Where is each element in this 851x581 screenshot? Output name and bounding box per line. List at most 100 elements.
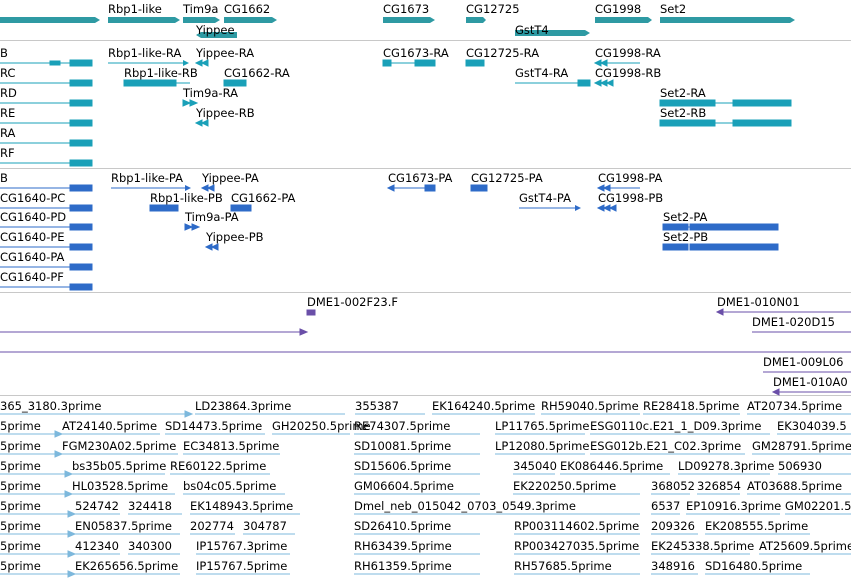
ests-feature-label[interactable]: bs04c05.5prime <box>183 479 277 493</box>
ests-feature-label[interactable]: GM28791.5prime <box>752 439 851 453</box>
ests-feature-label[interactable]: EP10916.3prime <box>686 499 782 513</box>
ests-feature-label[interactable]: ESG0110c.E21_1_D09.3prime <box>590 419 762 433</box>
ests-feature-label[interactable]: IP15767.5prime <box>196 559 288 573</box>
ests-feature-label[interactable]: 5prime <box>0 479 41 493</box>
ests-feature-label[interactable]: LP11765.5prime <box>495 419 590 433</box>
cds-feature-label[interactable]: CG12725-PA <box>471 171 543 185</box>
ests-feature-label[interactable]: 6537 <box>651 499 681 513</box>
ests-feature-label[interactable]: EK245338.5prime <box>651 539 755 553</box>
ests-feature-label[interactable]: AT03688.5prime <box>747 479 843 493</box>
ests-feature-label[interactable]: 202774 <box>190 519 234 533</box>
transcripts-feature-label[interactable]: RA <box>0 126 16 140</box>
transcripts-feature-label[interactable]: Set2-RA <box>660 86 706 100</box>
clones-feature-label[interactable]: DME1-010N01 <box>717 295 800 309</box>
ests-feature-label[interactable]: 5prime <box>0 459 41 473</box>
cds-feature-label[interactable]: CG1640-PE <box>0 230 65 244</box>
ests-feature-label[interactable]: GM06604.5prime <box>354 479 454 493</box>
ests-feature-label[interactable]: 5prime <box>0 499 41 513</box>
ests-feature-label[interactable]: 506930 <box>778 459 822 473</box>
cds-feature-label[interactable]: Set2-PB <box>663 230 709 244</box>
genes-feature-label[interactable]: CG1662 <box>224 2 271 16</box>
ests-feature-label[interactable]: RE74307.5prime <box>354 419 451 433</box>
genes-feature-label[interactable]: Yippee <box>196 23 235 37</box>
transcripts-feature-label[interactable]: CG1998-RA <box>595 46 661 60</box>
cds-feature-label[interactable]: Set2-PA <box>663 210 708 224</box>
ests-feature-label[interactable]: 345040 <box>513 459 557 473</box>
ests-feature-label[interactable]: 368052 <box>651 479 695 493</box>
ests-feature-label[interactable]: SD10081.5prime <box>354 439 452 453</box>
cds-feature-label[interactable]: CG1662-PA <box>231 191 296 205</box>
ests-feature-label[interactable]: 5prime <box>0 419 41 433</box>
transcripts-feature-label[interactable]: RC <box>0 66 16 80</box>
cds-feature-label[interactable]: GstT4-PA <box>519 191 571 205</box>
transcripts-feature-label[interactable]: RE <box>0 106 16 120</box>
ests-feature-label[interactable]: EK164240.5prime <box>432 399 536 413</box>
ests-feature-label[interactable]: 324418 <box>128 499 172 513</box>
genes-feature-label[interactable]: Set2 <box>660 2 687 16</box>
transcripts-feature-label[interactable]: CG12725-RA <box>466 46 540 60</box>
ests-feature-label[interactable]: SD26410.5prime <box>354 519 452 533</box>
ests-feature-label[interactable]: EK208555.5prime <box>705 519 809 533</box>
ests-feature-label[interactable]: RH61359.5prime <box>354 559 452 573</box>
ests-feature-label[interactable]: 5prime <box>0 559 41 573</box>
ests-feature-label[interactable]: bs35b05.5prime <box>72 459 167 473</box>
ests-feature-label[interactable]: 5prime <box>0 519 41 533</box>
ests-feature-label[interactable]: EK148943.5prime <box>190 499 294 513</box>
transcripts-feature-label[interactable]: RD <box>0 86 17 100</box>
ests-feature-label[interactable]: LP12080.5prime <box>495 439 590 453</box>
ests-feature-label[interactable]: 412340 <box>75 539 119 553</box>
ests-feature-label[interactable]: LD23864.3prime <box>195 399 292 413</box>
cds-feature-label[interactable]: Yippee-PA <box>202 171 259 185</box>
ests-feature-label[interactable]: RP003114602.5prime <box>514 519 640 533</box>
ests-feature-label[interactable]: 5prime <box>0 539 41 553</box>
ests-feature-label[interactable]: 304787 <box>243 519 287 533</box>
clones-feature-label[interactable]: DME1-002F23.F <box>307 295 398 309</box>
transcripts-feature-label[interactable]: CG1673-RA <box>383 46 449 60</box>
ests-feature-label[interactable]: GH20250.5prime <box>272 419 371 433</box>
ests-feature-label[interactable]: GM02201.5 <box>785 499 851 513</box>
cds-feature-label[interactable]: CG1998-PB <box>598 191 664 205</box>
ests-feature-label[interactable]: RP003427035.5prime <box>514 539 640 553</box>
ests-feature-label[interactable]: ESG012b.E21_C02.3prime <box>590 439 742 453</box>
transcripts-feature-label[interactable]: B <box>0 46 8 60</box>
ests-feature-label[interactable]: SD15606.5prime <box>354 459 452 473</box>
ests-feature-label[interactable]: 355387 <box>355 399 399 413</box>
cds-feature-label[interactable]: CG1640-PD <box>0 210 67 224</box>
ests-feature-label[interactable]: IP15767.3prime <box>196 539 288 553</box>
ests-feature-label[interactable]: Dmel_neb_015042_0703_0549.3prime <box>354 499 576 513</box>
ests-feature-label[interactable]: RE60122.5prime <box>170 459 267 473</box>
cds-feature-label[interactable]: CG1673-PA <box>388 171 453 185</box>
ests-feature-label[interactable]: 5prime <box>0 439 41 453</box>
clones-feature-label[interactable]: DME1-009L06 <box>763 355 844 369</box>
ests-feature-label[interactable]: 326854 <box>697 479 741 493</box>
ests-feature-label[interactable]: AT20734.5prime <box>747 399 843 413</box>
ests-feature-label[interactable]: EK086446.5prime <box>560 459 664 473</box>
ests-feature-label[interactable]: 365_3180.3prime <box>0 399 102 413</box>
genes-feature-label[interactable]: CG1673 <box>383 2 430 16</box>
ests-feature-label[interactable]: AT24140.5prime <box>62 419 158 433</box>
cds-feature-label[interactable]: Tim9a-PA <box>185 210 239 224</box>
ests-feature-label[interactable]: 524742 <box>75 499 119 513</box>
transcripts-feature-label[interactable]: Rbp1-like-RB <box>124 66 198 80</box>
genes-feature-label[interactable]: Rbp1-like <box>108 2 162 16</box>
ests-feature-label[interactable]: RH63439.5prime <box>354 539 452 553</box>
cds-feature-label[interactable]: CG1640-PF <box>0 270 64 284</box>
transcripts-feature-label[interactable]: Tim9a-RA <box>183 86 238 100</box>
clones-feature-label[interactable]: DME1-010A0 <box>773 375 848 389</box>
transcripts-feature-label[interactable]: Set2-RB <box>660 106 707 120</box>
clones-feature-label[interactable]: DME1-020D15 <box>752 315 835 329</box>
transcripts-feature-label[interactable]: RF <box>0 146 15 160</box>
cds-feature-label[interactable]: CG1640-PA <box>0 250 65 264</box>
ests-feature-label[interactable]: EK304039.5 <box>777 419 847 433</box>
ests-feature-label[interactable]: 348916 <box>651 559 695 573</box>
cds-feature-label[interactable]: Rbp1-like-PA <box>111 171 183 185</box>
cds-feature-label[interactable]: Yippee-PB <box>206 230 264 244</box>
ests-feature-label[interactable]: EK220250.5prime <box>513 479 617 493</box>
ests-feature-label[interactable]: EK265656.5prime <box>75 559 179 573</box>
cds-feature-label[interactable]: Rbp1-like-PB <box>150 191 223 205</box>
ests-feature-label[interactable]: EC34813.5prime <box>183 439 280 453</box>
genes-feature-label[interactable]: Tim9a <box>183 2 219 16</box>
transcripts-feature-label[interactable]: CG1662-RA <box>224 66 290 80</box>
ests-feature-label[interactable]: HL03528.5prime <box>72 479 169 493</box>
transcripts-feature-label[interactable]: Yippee-RA <box>196 46 255 60</box>
